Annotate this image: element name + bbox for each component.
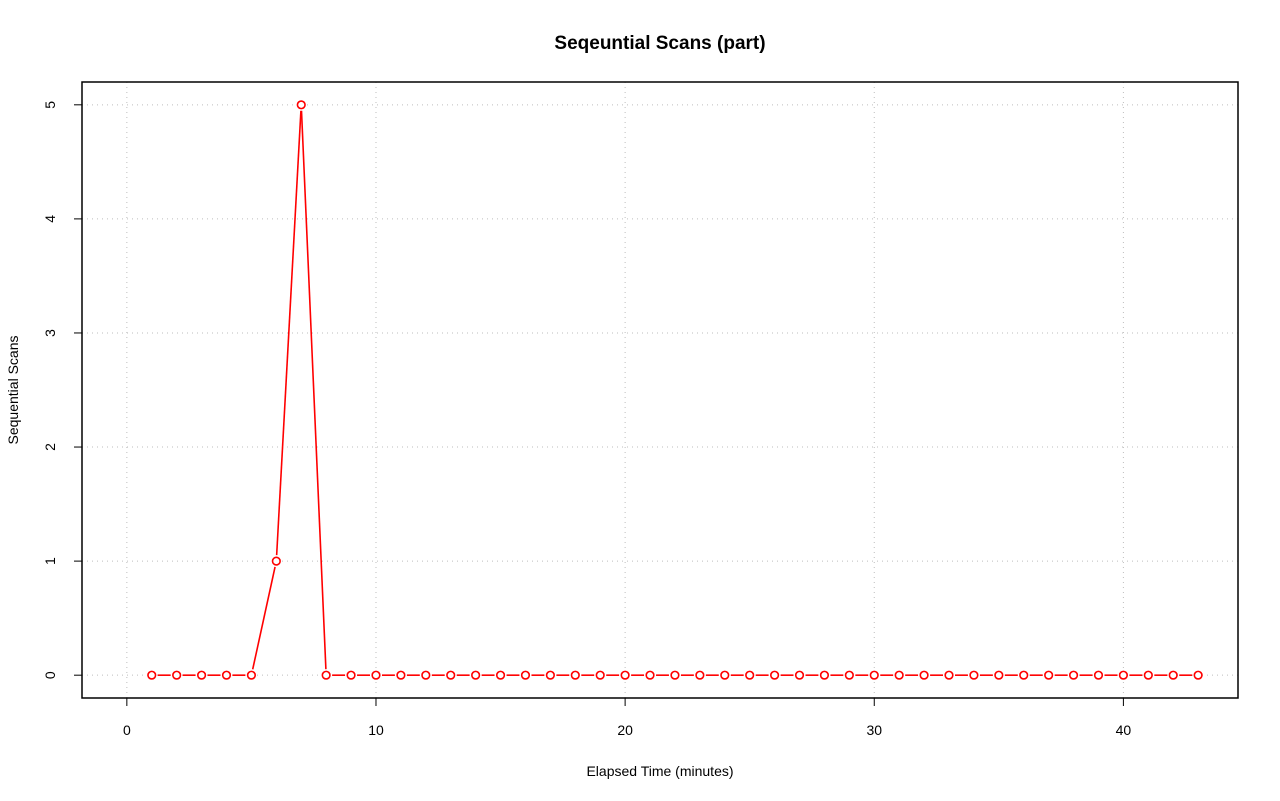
data-point [620, 670, 630, 680]
x-tick-label: 20 [617, 722, 633, 738]
data-point [894, 670, 904, 680]
y-tick-label: 3 [42, 329, 58, 337]
data-point [1168, 670, 1178, 680]
data-point [1068, 670, 1079, 680]
series-segment [275, 110, 302, 556]
data-point [770, 670, 780, 680]
data-point [919, 670, 929, 680]
data-point [670, 670, 680, 680]
data-point [869, 670, 879, 680]
y-tick-label: 0 [42, 671, 58, 679]
data-point [1019, 670, 1029, 680]
x-tick-label: 30 [866, 722, 882, 738]
data-point [595, 670, 605, 680]
data-point [520, 670, 531, 680]
data-point [819, 670, 830, 680]
data-point [1143, 670, 1153, 680]
data-point [720, 670, 730, 680]
series-segment [300, 110, 327, 670]
plot-frame [81, 81, 1239, 699]
data-point [421, 670, 431, 680]
data-point [645, 670, 655, 680]
data-point [1193, 670, 1203, 680]
x-axis-label: Elapsed Time (minutes) [586, 763, 733, 779]
data-point [271, 556, 281, 566]
x-tick-label: 10 [368, 722, 384, 738]
data-point [196, 670, 207, 680]
data-point [246, 670, 257, 680]
data-point [969, 670, 979, 680]
data-point [545, 670, 555, 680]
y-tick-label: 4 [42, 215, 58, 223]
y-tick-label: 5 [42, 101, 58, 109]
data-point [1093, 670, 1104, 680]
data-point [446, 670, 456, 680]
data-point [844, 670, 854, 680]
data-point [147, 670, 157, 680]
data-point [1118, 670, 1128, 680]
data-point [944, 670, 954, 680]
series-1 [147, 100, 1203, 680]
data-point [695, 670, 705, 680]
data-point [994, 670, 1004, 680]
data-point [221, 670, 232, 680]
series-segment [251, 566, 276, 670]
data-point [471, 670, 481, 680]
data-point [396, 670, 406, 680]
data-point [794, 670, 805, 680]
x-tick-label: 40 [1116, 722, 1132, 738]
x-axis: 0 10 20 30 40 [123, 697, 1132, 738]
x-tick-label: 0 [123, 722, 131, 738]
grid [82, 82, 1238, 698]
data-point [1044, 670, 1054, 680]
y-axis: 0 1 2 3 4 5 [42, 101, 83, 679]
y-axis-label: Sequential Scans [5, 336, 21, 445]
data-point [346, 670, 356, 680]
y-tick-label: 2 [42, 443, 58, 451]
data-point [321, 670, 331, 680]
data-point [495, 670, 506, 680]
y-tick-label: 1 [42, 557, 58, 565]
data-point [172, 670, 182, 680]
data-point [745, 670, 755, 680]
chart-title: Seqeuntial Scans (part) [554, 33, 765, 54]
data-point [296, 100, 306, 110]
data-point [371, 670, 381, 680]
series-group [147, 100, 1203, 680]
data-point [570, 670, 580, 680]
